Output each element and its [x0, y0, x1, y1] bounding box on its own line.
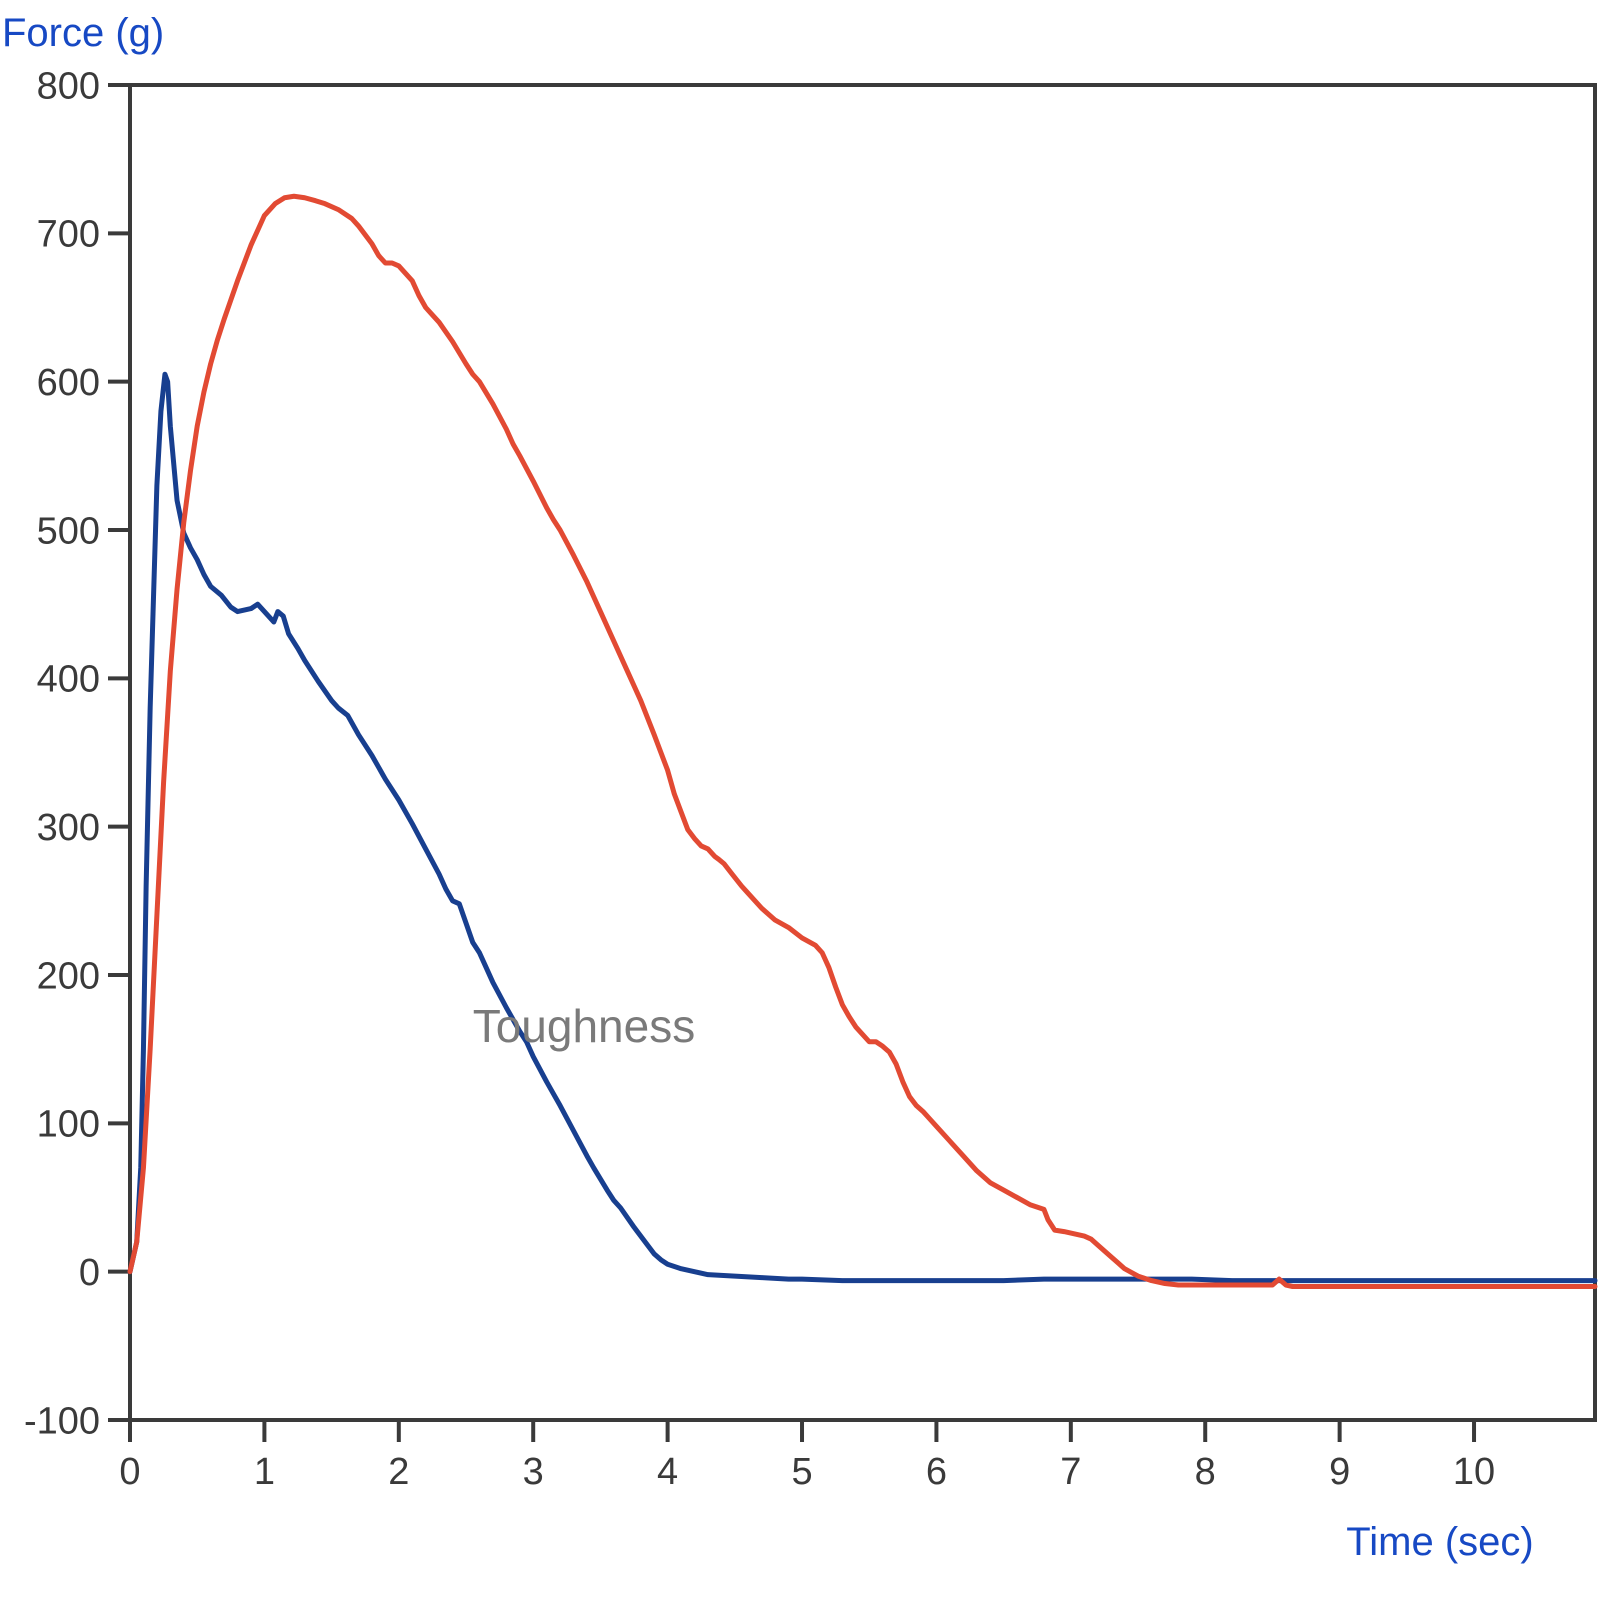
- x-tick-label: 9: [1329, 1451, 1350, 1493]
- y-tick-label: -100: [24, 1400, 100, 1442]
- x-axis-title: Time (sec): [1346, 1520, 1533, 1564]
- plot-border: [130, 85, 1595, 1420]
- y-tick-label: 100: [37, 1104, 100, 1146]
- y-tick-label: 0: [79, 1252, 100, 1294]
- x-tick-label: 2: [388, 1451, 409, 1493]
- y-tick-label: 300: [37, 807, 100, 849]
- x-tick-label: 5: [791, 1451, 812, 1493]
- x-tick-label: 0: [119, 1451, 140, 1493]
- force-time-chart: -100 0 100 200 300 400 500 600 700 800 0 1 2 3 4 5 6 7 8 9 1…: [0, 0, 1600, 1600]
- y-tick-label: 500: [37, 510, 100, 552]
- y-tick-label: 700: [37, 214, 100, 256]
- x-tick-label: 8: [1195, 1451, 1216, 1493]
- chart-svg: -100 0 100 200 300 400 500 600 700 800 0 1 2 3 4 5 6 7 8 9 1…: [0, 0, 1600, 1600]
- x-tick-label: 3: [523, 1451, 544, 1493]
- annotation-toughness: Toughness: [473, 1000, 696, 1052]
- x-tick-label: 1: [254, 1451, 275, 1493]
- y-tick-label: 200: [37, 955, 100, 997]
- x-tick-label: 4: [657, 1451, 678, 1493]
- x-tick-label: 6: [926, 1451, 947, 1493]
- x-tick-label: 7: [1060, 1451, 1081, 1493]
- y-tick-label: 400: [37, 659, 100, 701]
- y-tick-label: 600: [37, 362, 100, 404]
- x-tick-label: 10: [1453, 1451, 1495, 1493]
- y-axis-title: Force (g): [2, 11, 164, 55]
- y-tick-label: 800: [37, 65, 100, 107]
